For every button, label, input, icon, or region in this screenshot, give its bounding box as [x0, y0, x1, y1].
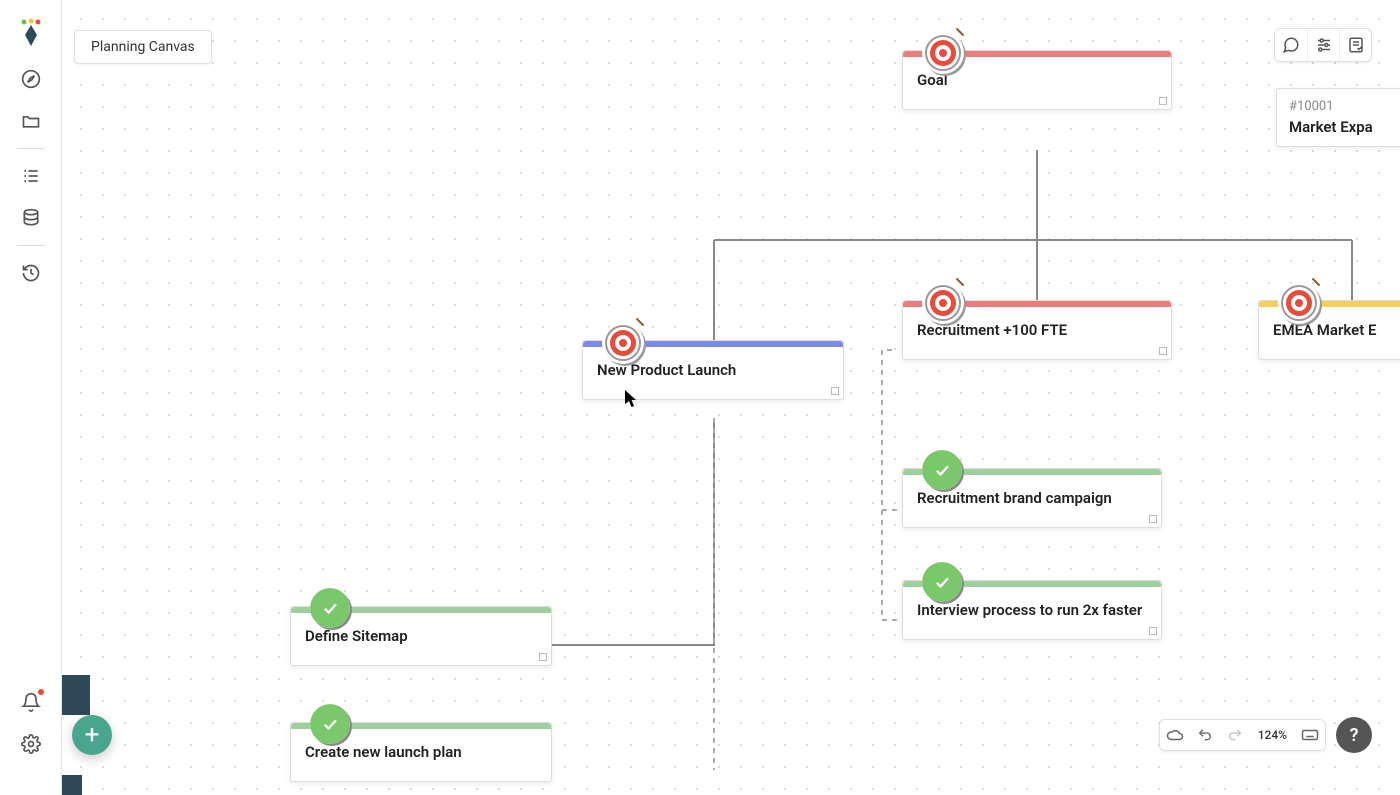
resize-handle[interactable] — [539, 653, 547, 661]
comment-icon[interactable] — [1275, 29, 1307, 61]
database-icon[interactable] — [20, 207, 42, 229]
card-emea[interactable]: EMEA Market E — [1258, 300, 1400, 360]
target-icon — [605, 325, 641, 361]
keyboard-icon[interactable] — [1295, 719, 1325, 751]
card-title: Interview process to run 2x faster — [917, 601, 1147, 619]
target-icon — [925, 285, 961, 321]
card-title: New Product Launch — [597, 361, 829, 379]
target-icon — [925, 35, 961, 71]
card-launch-plan[interactable]: Create new launch plan — [290, 722, 552, 782]
cloud-icon[interactable] — [1160, 719, 1190, 751]
sliders-icon[interactable] — [1307, 29, 1339, 61]
sidebar-divider — [17, 148, 45, 149]
card-brand-campaign[interactable]: Recruitment brand campaign — [902, 468, 1162, 528]
canvas-title[interactable]: Planning Canvas — [74, 30, 212, 64]
help-button[interactable]: ? — [1336, 717, 1372, 753]
side-panel-tab-2[interactable] — [62, 775, 82, 795]
resize-handle[interactable] — [1149, 627, 1157, 635]
card-new-product-launch[interactable]: New Product Launch — [582, 340, 844, 400]
card-define-sitemap[interactable]: Define Sitemap — [290, 606, 552, 666]
folder-icon[interactable] — [20, 110, 42, 132]
check-icon — [313, 591, 349, 627]
card-tag: #10001 — [1289, 99, 1400, 114]
note-icon[interactable] — [1339, 29, 1371, 61]
card-title: Goal — [917, 71, 1157, 89]
card-title: Define Sitemap — [305, 627, 537, 645]
list-icon[interactable] — [20, 165, 42, 187]
app-logo — [17, 18, 45, 46]
resize-handle[interactable] — [1159, 97, 1167, 105]
resize-handle[interactable] — [1159, 347, 1167, 355]
settings-icon[interactable] — [20, 733, 42, 755]
add-button[interactable]: + — [72, 715, 112, 755]
card-recruitment-fte[interactable]: Recruitment +100 FTE — [902, 300, 1172, 360]
card-market-tag[interactable]: #10001 Market Expa — [1276, 88, 1400, 147]
card-interview-process[interactable]: Interview process to run 2x faster — [902, 580, 1162, 640]
check-icon — [925, 565, 961, 601]
target-icon — [1281, 285, 1317, 321]
undo-icon[interactable] — [1190, 719, 1220, 751]
card-title: EMEA Market E — [1273, 321, 1400, 339]
card-title: Create new launch plan — [305, 743, 537, 761]
resize-handle[interactable] — [831, 387, 839, 395]
check-icon — [313, 707, 349, 743]
sidebar-divider-2 — [17, 245, 45, 246]
card-goal[interactable]: Goal — [902, 50, 1172, 110]
side-panel-tab[interactable] — [62, 675, 90, 715]
sidebar — [0, 0, 62, 795]
canvas[interactable]: Planning Canvas Goal #10001 Market Expa — [62, 0, 1400, 795]
history-icon[interactable] — [20, 262, 42, 284]
view-toolbar: 124% ? — [1159, 717, 1372, 753]
bell-icon[interactable] — [20, 691, 42, 713]
compass-icon[interactable] — [20, 68, 42, 90]
canvas-title-label: Planning Canvas — [91, 39, 195, 55]
canvas-toolbar — [1274, 28, 1372, 62]
zoom-level[interactable]: 124% — [1250, 728, 1295, 742]
card-title: Recruitment brand campaign — [917, 489, 1147, 507]
card-title: Recruitment +100 FTE — [917, 321, 1157, 339]
check-icon — [925, 453, 961, 489]
redo-icon[interactable] — [1220, 719, 1250, 751]
resize-handle[interactable] — [1149, 515, 1157, 523]
card-title: Market Expa — [1289, 118, 1400, 136]
